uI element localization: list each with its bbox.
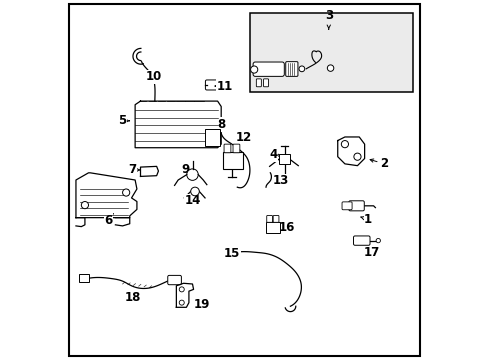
Circle shape bbox=[186, 169, 198, 180]
Text: 13: 13 bbox=[272, 174, 288, 187]
Polygon shape bbox=[76, 173, 137, 218]
FancyBboxPatch shape bbox=[233, 144, 239, 153]
FancyBboxPatch shape bbox=[266, 216, 272, 222]
FancyBboxPatch shape bbox=[253, 62, 284, 76]
Bar bbox=[204, 129, 220, 146]
Polygon shape bbox=[135, 101, 221, 148]
FancyBboxPatch shape bbox=[285, 62, 297, 76]
Bar bbox=[79, 274, 89, 282]
Circle shape bbox=[341, 140, 348, 148]
FancyBboxPatch shape bbox=[341, 202, 351, 210]
Text: 18: 18 bbox=[124, 291, 141, 304]
Text: 14: 14 bbox=[184, 194, 200, 207]
Circle shape bbox=[375, 238, 380, 243]
FancyBboxPatch shape bbox=[273, 216, 278, 222]
Text: 7: 7 bbox=[128, 163, 140, 176]
Circle shape bbox=[122, 189, 129, 196]
Text: 2: 2 bbox=[369, 157, 387, 170]
Polygon shape bbox=[140, 166, 158, 176]
Polygon shape bbox=[115, 218, 129, 226]
FancyBboxPatch shape bbox=[167, 275, 181, 285]
Text: 4: 4 bbox=[268, 148, 280, 161]
Bar bbox=[265, 222, 279, 233]
Circle shape bbox=[190, 187, 199, 196]
FancyBboxPatch shape bbox=[205, 80, 222, 90]
FancyBboxPatch shape bbox=[263, 79, 268, 87]
FancyBboxPatch shape bbox=[224, 144, 230, 153]
Bar bbox=[278, 154, 289, 164]
Circle shape bbox=[81, 202, 88, 209]
Circle shape bbox=[250, 66, 257, 73]
Polygon shape bbox=[76, 218, 85, 226]
Circle shape bbox=[298, 66, 304, 72]
Polygon shape bbox=[337, 137, 364, 166]
FancyBboxPatch shape bbox=[348, 201, 364, 211]
Circle shape bbox=[179, 287, 184, 292]
Text: 10: 10 bbox=[146, 70, 162, 83]
Text: 16: 16 bbox=[278, 221, 294, 234]
Text: 11: 11 bbox=[215, 80, 232, 93]
Circle shape bbox=[353, 153, 360, 160]
Text: 12: 12 bbox=[235, 131, 251, 144]
Text: 5: 5 bbox=[118, 114, 129, 127]
Text: 8: 8 bbox=[217, 118, 225, 131]
FancyBboxPatch shape bbox=[256, 79, 261, 87]
Bar bbox=[223, 152, 242, 169]
Text: 6: 6 bbox=[104, 213, 113, 227]
FancyBboxPatch shape bbox=[353, 236, 369, 245]
Text: 9: 9 bbox=[181, 163, 190, 176]
Circle shape bbox=[179, 300, 184, 305]
Text: 17: 17 bbox=[363, 246, 379, 259]
Polygon shape bbox=[176, 283, 193, 307]
Text: 3: 3 bbox=[324, 9, 332, 22]
Text: 1: 1 bbox=[360, 213, 371, 226]
Circle shape bbox=[326, 65, 333, 71]
Text: 15: 15 bbox=[224, 247, 240, 260]
Text: 19: 19 bbox=[193, 298, 209, 311]
Bar bbox=[249, 13, 412, 92]
